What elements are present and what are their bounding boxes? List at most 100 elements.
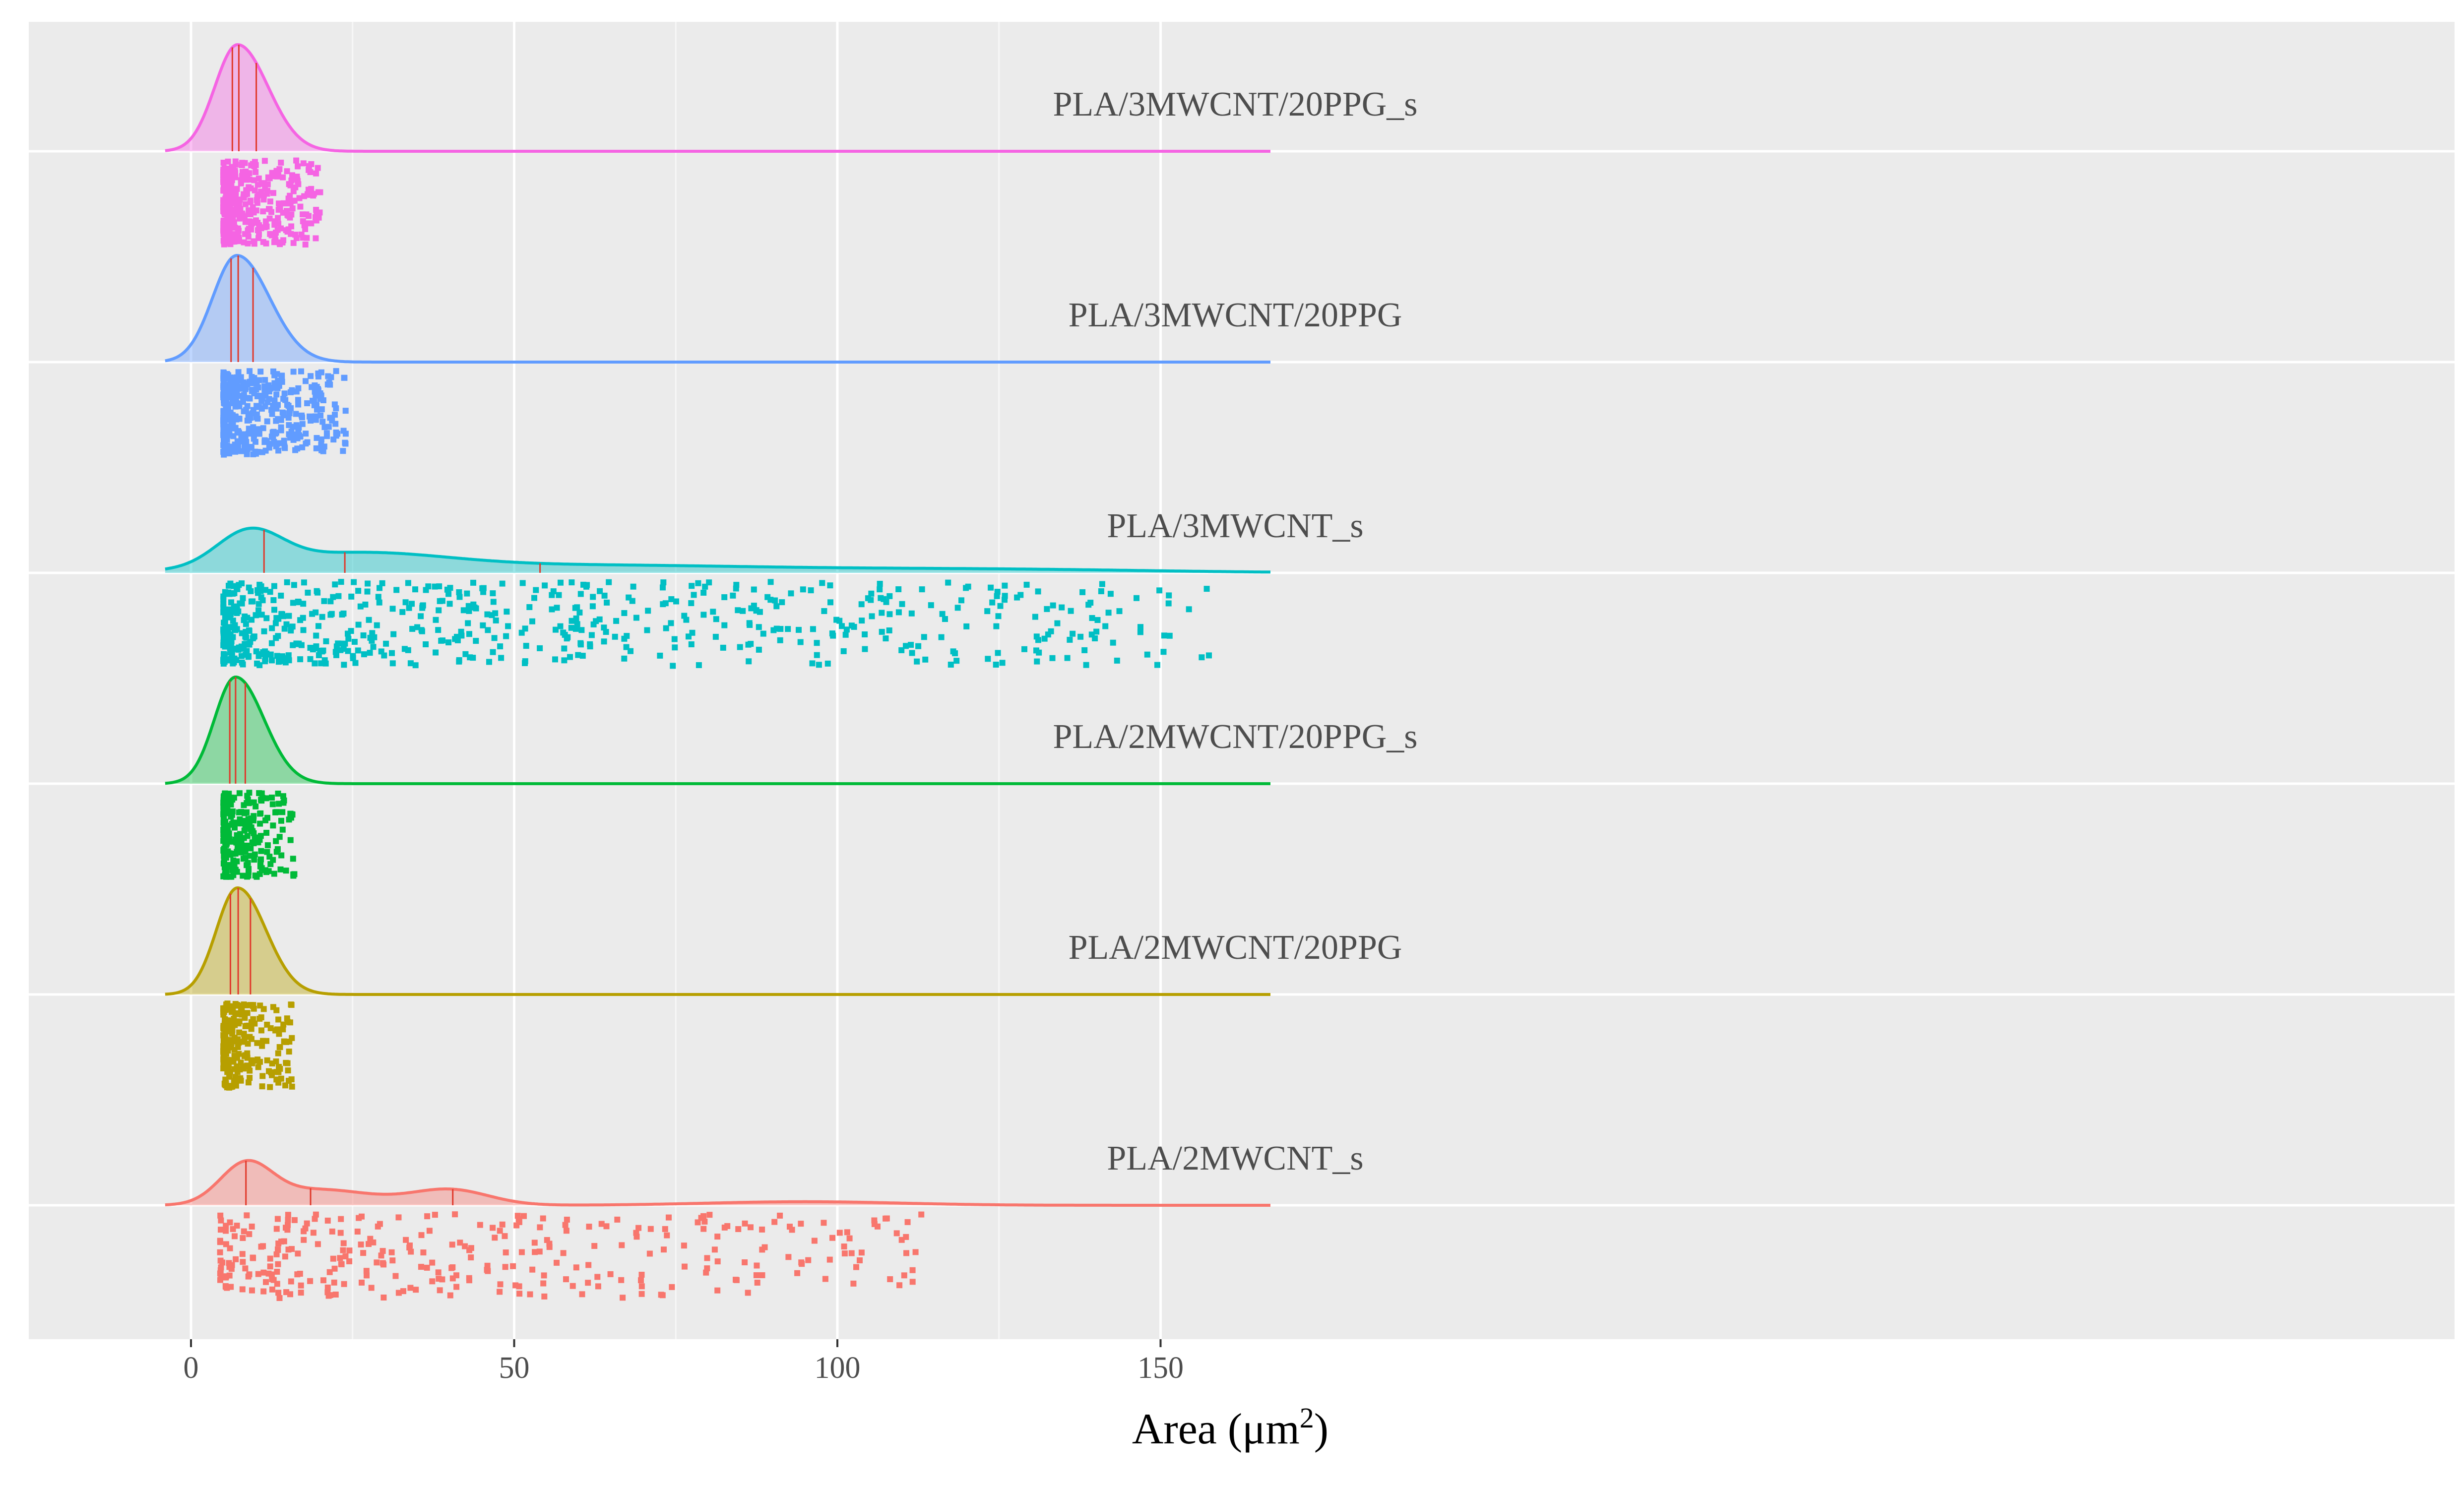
data-point bbox=[292, 447, 299, 453]
data-point bbox=[626, 594, 632, 601]
data-point bbox=[480, 622, 486, 628]
data-point bbox=[333, 405, 339, 412]
data-point bbox=[953, 658, 960, 664]
data-point bbox=[497, 1289, 503, 1295]
data-point bbox=[222, 613, 228, 620]
data-point bbox=[638, 1272, 645, 1278]
data-point bbox=[282, 1082, 289, 1089]
data-point bbox=[253, 612, 259, 619]
data-point bbox=[244, 1010, 251, 1016]
data-point bbox=[884, 1215, 890, 1222]
density-outline bbox=[165, 43, 1270, 153]
data-point bbox=[332, 649, 339, 655]
data-point bbox=[295, 401, 302, 408]
data-point bbox=[407, 1285, 414, 1291]
data-point bbox=[449, 1264, 456, 1270]
data-point bbox=[222, 868, 229, 874]
data-point bbox=[526, 604, 533, 610]
data-point bbox=[1085, 602, 1092, 608]
data-point bbox=[228, 638, 235, 644]
data-point bbox=[251, 817, 256, 824]
data-point bbox=[227, 873, 233, 880]
data-point bbox=[282, 397, 289, 403]
data-point bbox=[883, 635, 889, 642]
data-point bbox=[222, 839, 229, 845]
data-point bbox=[995, 650, 1001, 656]
data-point bbox=[263, 830, 270, 836]
data-point bbox=[269, 801, 276, 807]
data-point bbox=[222, 864, 228, 870]
data-point bbox=[730, 592, 736, 599]
data-point bbox=[251, 390, 257, 396]
data-point bbox=[735, 607, 741, 614]
data-point bbox=[489, 612, 495, 619]
data-point bbox=[337, 1255, 343, 1261]
data-point bbox=[516, 1291, 523, 1297]
data-point bbox=[590, 621, 597, 627]
data-point bbox=[225, 589, 232, 596]
data-point bbox=[843, 626, 850, 633]
data-point bbox=[231, 795, 237, 801]
data-point bbox=[645, 608, 651, 614]
data-point bbox=[562, 631, 568, 638]
data-point bbox=[264, 418, 270, 425]
data-point bbox=[246, 868, 252, 875]
data-point bbox=[286, 181, 292, 187]
data-point bbox=[554, 605, 560, 611]
data-point bbox=[308, 186, 315, 192]
data-point bbox=[226, 1017, 232, 1024]
density-area bbox=[165, 528, 1271, 573]
data-point bbox=[264, 814, 270, 821]
data-point bbox=[257, 820, 263, 827]
data-point bbox=[226, 210, 232, 216]
data-point bbox=[220, 827, 227, 833]
data-point bbox=[326, 1269, 333, 1275]
data-point bbox=[466, 608, 472, 614]
data-point bbox=[512, 1282, 519, 1289]
data-point bbox=[886, 627, 892, 633]
data-point bbox=[327, 612, 334, 618]
group-3: PLA/2MWCNT/20PPG_s bbox=[165, 675, 1418, 880]
data-point bbox=[1156, 587, 1163, 594]
data-point bbox=[258, 856, 264, 863]
data-point bbox=[244, 403, 251, 409]
data-point bbox=[261, 439, 268, 445]
data-point bbox=[896, 1282, 903, 1289]
data-point bbox=[465, 620, 471, 626]
data-point bbox=[497, 643, 504, 650]
data-point bbox=[233, 380, 239, 386]
data-point bbox=[756, 624, 762, 630]
data-point bbox=[558, 579, 564, 586]
data-point bbox=[721, 1224, 728, 1231]
data-point bbox=[657, 652, 663, 659]
data-point bbox=[319, 648, 325, 655]
data-point bbox=[260, 196, 267, 203]
data-point bbox=[301, 579, 307, 586]
data-point bbox=[279, 826, 286, 833]
data-point bbox=[245, 227, 251, 234]
data-point bbox=[221, 631, 228, 637]
data-point bbox=[452, 1211, 458, 1218]
group-5: PLA/3MWCNT/20PPG bbox=[165, 254, 1402, 458]
data-point bbox=[668, 596, 675, 602]
data-point bbox=[1032, 614, 1038, 620]
data-point bbox=[340, 1240, 347, 1246]
data-point bbox=[238, 179, 244, 186]
data-point bbox=[264, 190, 270, 197]
data-point bbox=[1021, 646, 1027, 652]
data-point bbox=[418, 1232, 425, 1239]
data-point bbox=[710, 609, 716, 615]
data-point bbox=[554, 1259, 560, 1266]
data-point bbox=[331, 1279, 337, 1286]
data-point bbox=[300, 627, 307, 633]
data-point bbox=[258, 797, 264, 803]
data-point bbox=[223, 1284, 229, 1290]
data-point bbox=[325, 424, 332, 430]
data-point bbox=[291, 1217, 298, 1223]
data-point bbox=[432, 1212, 438, 1218]
data-point bbox=[300, 160, 307, 167]
data-point bbox=[1092, 635, 1098, 641]
data-point bbox=[375, 1223, 381, 1230]
data-point bbox=[290, 856, 296, 862]
data-point bbox=[229, 863, 236, 869]
